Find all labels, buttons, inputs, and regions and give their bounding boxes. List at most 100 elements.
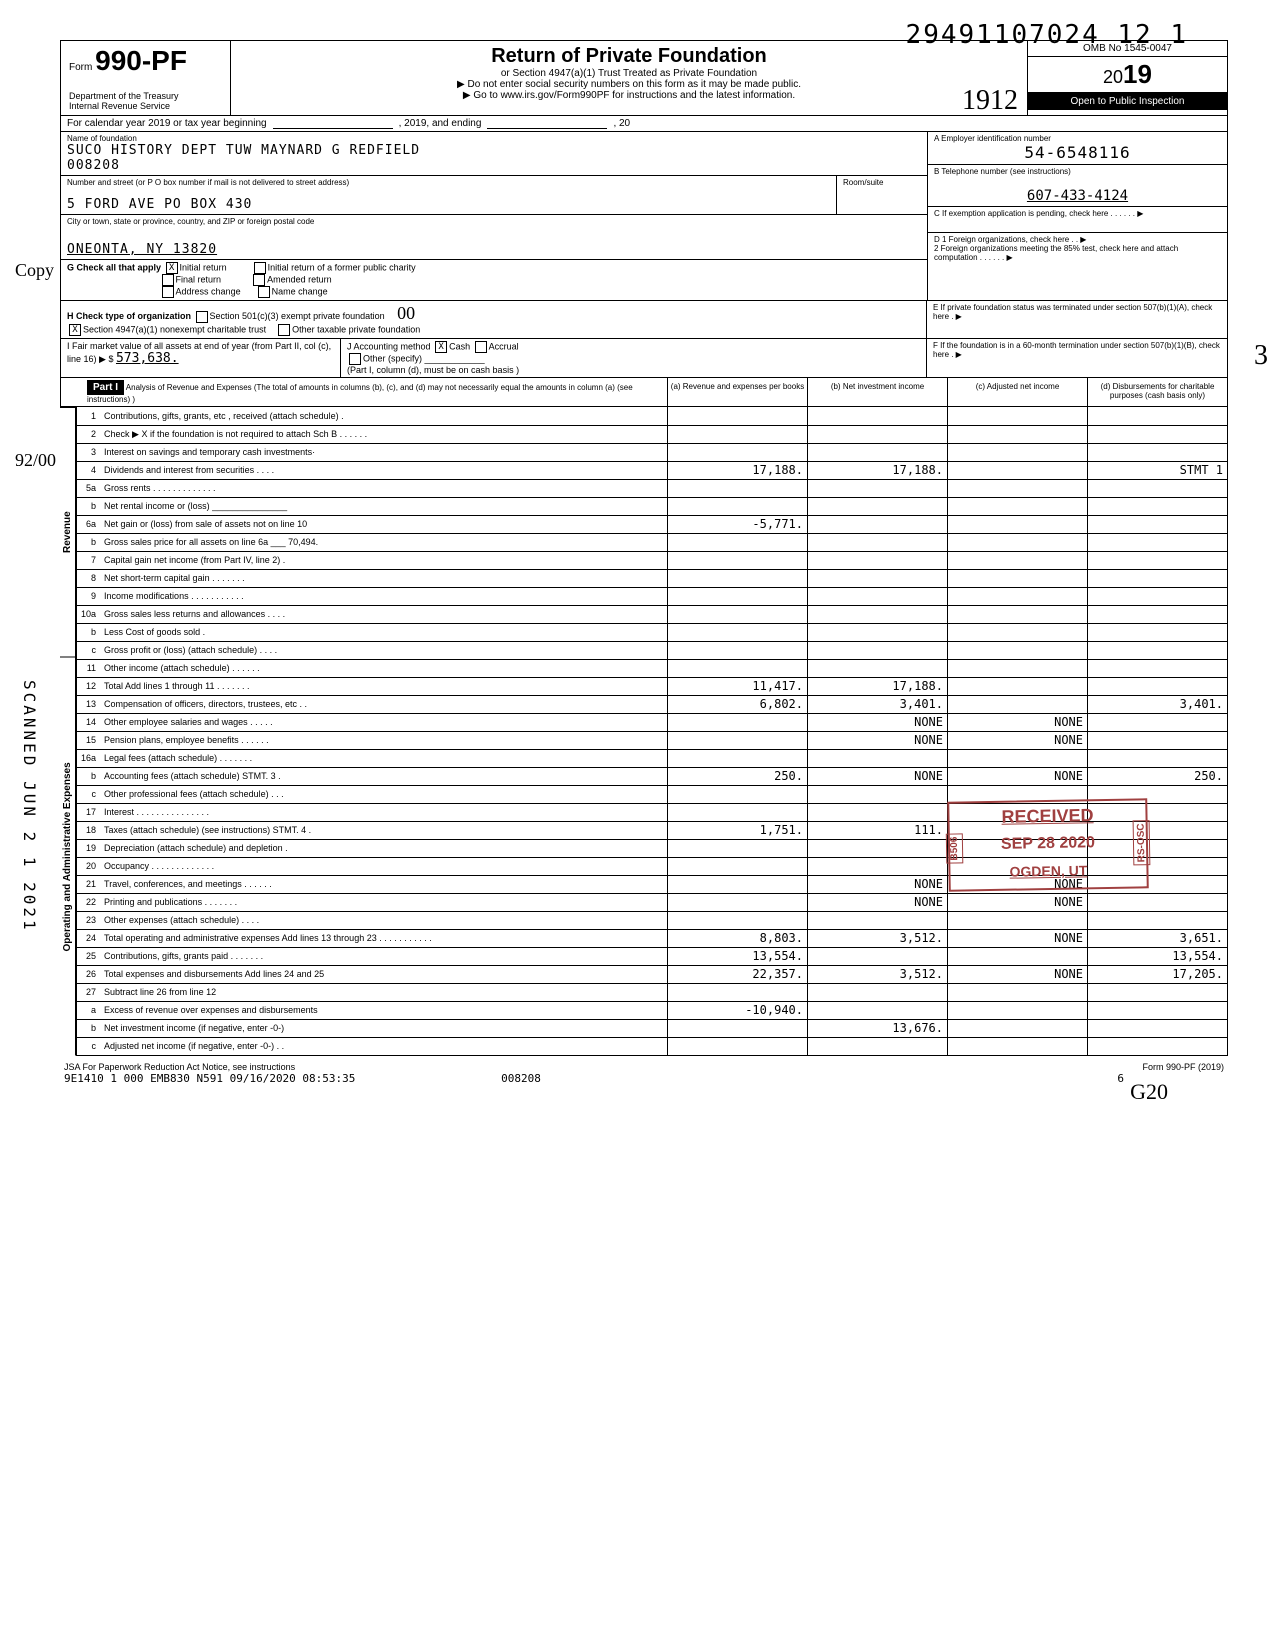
table-row: cGross profit or (loss) (attach schedule… [77, 641, 1228, 659]
line-amt: 250. [1088, 767, 1228, 785]
line-num: 25 [77, 947, 101, 965]
line-amt [948, 749, 1088, 767]
line-amt [668, 785, 808, 803]
line-amt [808, 587, 948, 605]
line-amt [668, 587, 808, 605]
line-desc: Gross sales price for all assets on line… [100, 533, 667, 551]
chk-amended[interactable] [253, 274, 265, 286]
line-amt [948, 911, 1088, 929]
col-c: (c) Adjusted net income [947, 378, 1087, 406]
line-amt [948, 695, 1088, 713]
line-amt: NONE [808, 713, 948, 731]
line-amt [668, 479, 808, 497]
line-amt [808, 857, 948, 875]
h-other: Other taxable private foundation [292, 324, 420, 334]
line-amt [668, 605, 808, 623]
line-amt [668, 893, 808, 911]
line-amt [948, 1037, 1088, 1055]
line-amt: 3,651. [1088, 929, 1228, 947]
line-amt [948, 1001, 1088, 1019]
table-row: 18Taxes (attach schedule) (see instructi… [77, 821, 1228, 839]
chk-name[interactable] [258, 286, 270, 298]
line-amt [668, 1037, 808, 1055]
subtitle2: ▶ Do not enter social security numbers o… [235, 79, 1023, 90]
j-label: J Accounting method [347, 341, 431, 351]
line-num: 22 [77, 893, 101, 911]
line-num: 9 [77, 587, 101, 605]
line-num: 27 [77, 983, 101, 1001]
phone-label: B Telephone number (see instructions) [934, 167, 1221, 176]
subtitle1: or Section 4947(a)(1) Trust Treated as P… [235, 68, 1023, 79]
table-row: 20Occupancy . . . . . . . . . . . . . [77, 857, 1228, 875]
line-amt [668, 497, 808, 515]
part1-header: Part I Analysis of Revenue and Expenses … [60, 378, 1228, 407]
line-amt [1088, 479, 1228, 497]
line-num: 15 [77, 731, 101, 749]
chk-initial[interactable]: X [166, 262, 178, 274]
table-row: 26Total expenses and disbursements Add l… [77, 965, 1228, 983]
line-amt: 13,554. [1088, 947, 1228, 965]
chk-accrual[interactable] [475, 341, 487, 353]
line-amt [1088, 1001, 1228, 1019]
table-row: 8Net short-term capital gain . . . . . .… [77, 569, 1228, 587]
line-amt: -10,940. [668, 1001, 808, 1019]
line-num: 3 [77, 443, 101, 461]
line-amt [668, 749, 808, 767]
footer: JSA For Paperwork Reduction Act Notice, … [60, 1062, 1228, 1072]
chk-501c3[interactable] [196, 311, 208, 323]
line-amt [808, 497, 948, 515]
j-note: (Part I, column (d), must be on cash bas… [347, 365, 519, 375]
f2d: 6 [1117, 1072, 1124, 1085]
line-amt [668, 551, 808, 569]
cal-blank2[interactable] [487, 118, 607, 129]
dept2: Internal Revenue Service [69, 101, 222, 111]
line-num: b [77, 767, 101, 785]
line-amt: NONE [808, 767, 948, 785]
line-num: 6a [77, 515, 101, 533]
line-amt [808, 947, 948, 965]
line-num: 7 [77, 551, 101, 569]
chk-cash[interactable]: X [435, 341, 447, 353]
box-f: F If the foundation is in a 60-month ter… [927, 339, 1227, 377]
line-desc: Excess of revenue over expenses and disb… [100, 1001, 667, 1019]
scanned-stamp: SCANNED JUN 2 1 2021 [20, 680, 39, 933]
col-a: (a) Revenue and expenses per books [667, 378, 807, 406]
cal-blank1[interactable] [273, 118, 393, 129]
line-amt [948, 983, 1088, 1001]
i-val: 573,638. [116, 351, 179, 366]
table-row: bLess Cost of goods sold . [77, 623, 1228, 641]
line-desc: Accounting fees (attach schedule) STMT. … [100, 767, 667, 785]
line-amt [948, 587, 1088, 605]
g-addr: Address change [176, 286, 241, 296]
table-row: 5aGross rents . . . . . . . . . . . . . [77, 479, 1228, 497]
line-amt [808, 551, 948, 569]
line-amt [1088, 821, 1228, 839]
chk-final[interactable] [162, 274, 174, 286]
chk-former[interactable] [254, 262, 266, 274]
table-row: 14Other employee salaries and wages . . … [77, 713, 1228, 731]
calendar-row: For calendar year 2019 or tax year begin… [60, 116, 1228, 132]
h-4947: Section 4947(a)(1) nonexempt charitable … [83, 324, 266, 334]
line-num: b [77, 1019, 101, 1037]
line-amt [1088, 623, 1228, 641]
line-num: 21 [77, 875, 101, 893]
chk-addr[interactable] [162, 286, 174, 298]
chk-jother[interactable] [349, 353, 361, 365]
line-amt [808, 983, 948, 1001]
line-num: 8 [77, 569, 101, 587]
line-amt: 22,357. [668, 965, 808, 983]
info-grid: Name of foundation SUCO HISTORY DEPT TUW… [60, 132, 1228, 301]
line-amt [668, 533, 808, 551]
chk-4947[interactable]: X [69, 324, 81, 336]
phone: 607-433-4124 [934, 176, 1221, 204]
box-g: G Check all that apply XInitial return I… [61, 260, 927, 300]
line-amt [1088, 785, 1228, 803]
chk-other-tax[interactable] [278, 324, 290, 336]
line-desc: Other income (attach schedule) . . . . .… [100, 659, 667, 677]
line-amt: 3,401. [1088, 695, 1228, 713]
table-row: 21Travel, conferences, and meetings . . … [77, 875, 1228, 893]
table-row: 27Subtract line 26 from line 12 [77, 983, 1228, 1001]
line-amt [948, 1019, 1088, 1037]
line-amt [668, 713, 808, 731]
line-amt [1088, 641, 1228, 659]
